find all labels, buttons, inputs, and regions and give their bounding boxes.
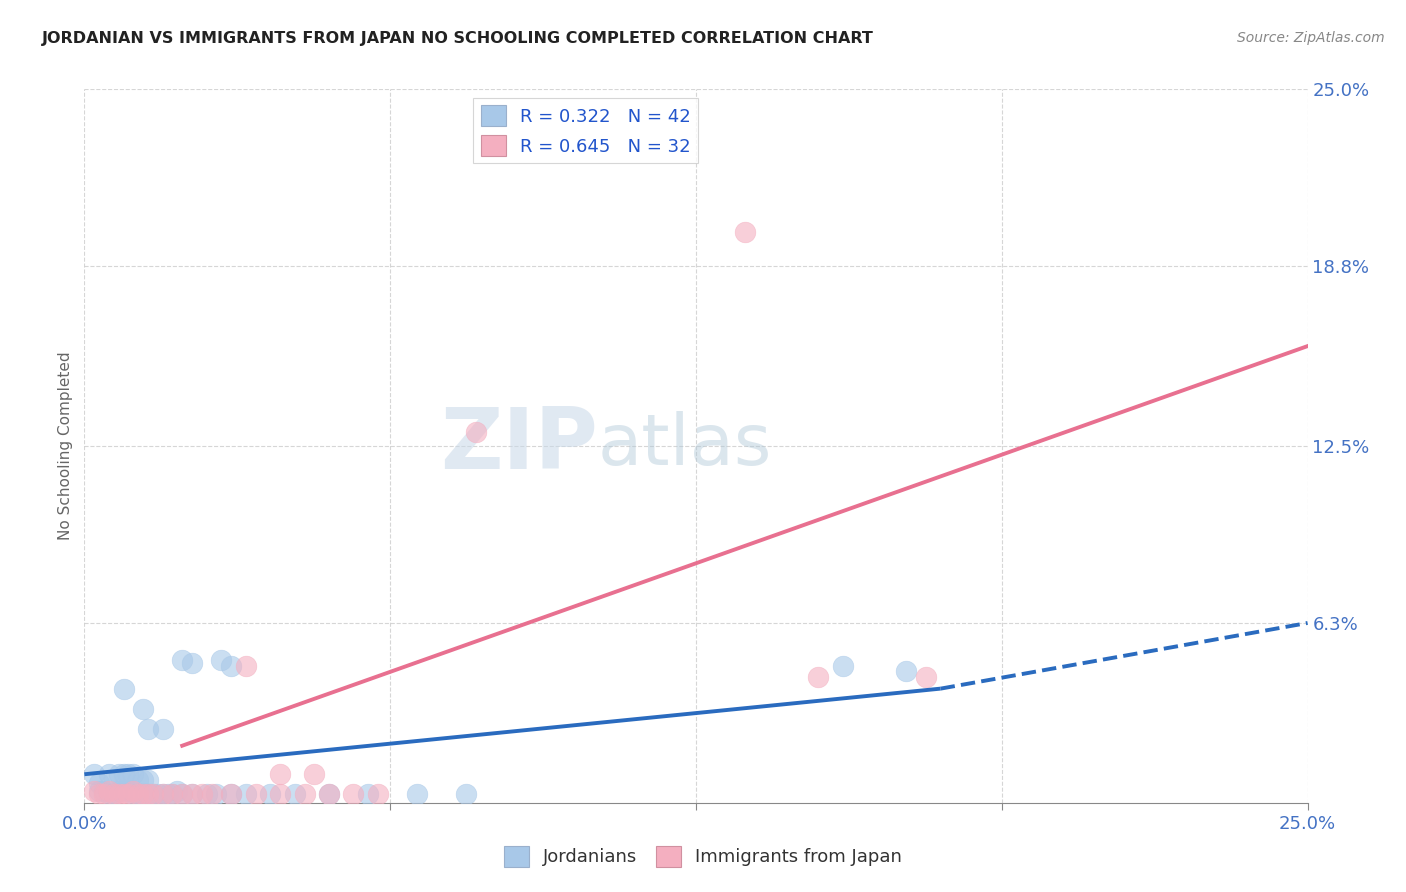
Point — [406, 787, 429, 801]
Point — [464, 425, 486, 439]
Point — [127, 787, 149, 801]
Point — [209, 653, 232, 667]
Point — [152, 787, 174, 801]
Text: ZIP: ZIP — [440, 404, 598, 488]
Point — [107, 784, 129, 798]
Text: Source: ZipAtlas.com: Source: ZipAtlas.com — [1237, 31, 1385, 45]
Point — [142, 787, 165, 801]
Point — [219, 787, 242, 801]
Point — [93, 784, 115, 798]
Point — [97, 767, 120, 781]
Point — [156, 787, 179, 801]
Legend: R = 0.322   N = 42, R = 0.645   N = 32: R = 0.322 N = 42, R = 0.645 N = 32 — [474, 98, 699, 163]
Point — [269, 767, 291, 781]
Point — [136, 772, 159, 787]
Point — [181, 787, 204, 801]
Point — [162, 787, 184, 801]
Point — [136, 722, 159, 736]
Point — [83, 767, 105, 781]
Point — [205, 787, 228, 801]
Point — [132, 701, 155, 715]
Point — [166, 784, 188, 798]
Point — [87, 776, 110, 790]
Point — [357, 787, 380, 801]
Point — [127, 772, 149, 787]
Point — [245, 787, 267, 801]
Point — [103, 787, 125, 801]
Point — [112, 681, 135, 696]
Point — [87, 787, 110, 801]
Point — [117, 784, 139, 798]
Point — [294, 787, 316, 801]
Point — [107, 787, 129, 801]
Point — [122, 787, 145, 801]
Point — [93, 787, 115, 801]
Point — [87, 784, 110, 798]
Point — [112, 784, 135, 798]
Point — [915, 670, 938, 684]
Legend: Jordanians, Immigrants from Japan: Jordanians, Immigrants from Japan — [496, 838, 910, 874]
Point — [132, 787, 155, 801]
Point — [103, 772, 125, 787]
Text: JORDANIAN VS IMMIGRANTS FROM JAPAN NO SCHOOLING COMPLETED CORRELATION CHART: JORDANIAN VS IMMIGRANTS FROM JAPAN NO SC… — [42, 31, 875, 46]
Point — [117, 787, 139, 801]
Point — [132, 772, 155, 787]
Point — [122, 784, 145, 798]
Point — [181, 656, 204, 670]
Point — [117, 767, 139, 781]
Point — [195, 787, 218, 801]
Point — [97, 784, 120, 798]
Point — [304, 767, 326, 781]
Point — [259, 787, 281, 801]
Point — [136, 787, 159, 801]
Point — [318, 787, 340, 801]
Point — [342, 787, 364, 801]
Point — [235, 787, 257, 801]
Point — [152, 787, 174, 801]
Point — [235, 658, 257, 673]
Point — [132, 787, 155, 801]
Point — [807, 670, 830, 684]
Point — [734, 225, 756, 239]
Point — [162, 787, 184, 801]
Point — [172, 787, 194, 801]
Point — [269, 787, 291, 801]
Point — [97, 787, 120, 801]
Point — [831, 658, 853, 673]
Point — [191, 787, 214, 801]
Point — [219, 658, 242, 673]
Point — [181, 787, 204, 801]
Point — [284, 787, 307, 801]
Point — [367, 787, 389, 801]
Point — [103, 787, 125, 801]
Point — [318, 787, 340, 801]
Point — [896, 665, 918, 679]
Point — [172, 653, 194, 667]
Point — [152, 722, 174, 736]
Point — [172, 787, 194, 801]
Point — [454, 787, 477, 801]
Point — [112, 787, 135, 801]
Point — [142, 787, 165, 801]
Point — [107, 767, 129, 781]
Text: atlas: atlas — [598, 411, 772, 481]
Point — [200, 787, 222, 801]
Point — [136, 787, 159, 801]
Point — [127, 787, 149, 801]
Point — [219, 787, 242, 801]
Point — [83, 784, 105, 798]
Point — [146, 787, 169, 801]
Point — [122, 767, 145, 781]
Point — [112, 767, 135, 781]
Y-axis label: No Schooling Completed: No Schooling Completed — [58, 351, 73, 541]
